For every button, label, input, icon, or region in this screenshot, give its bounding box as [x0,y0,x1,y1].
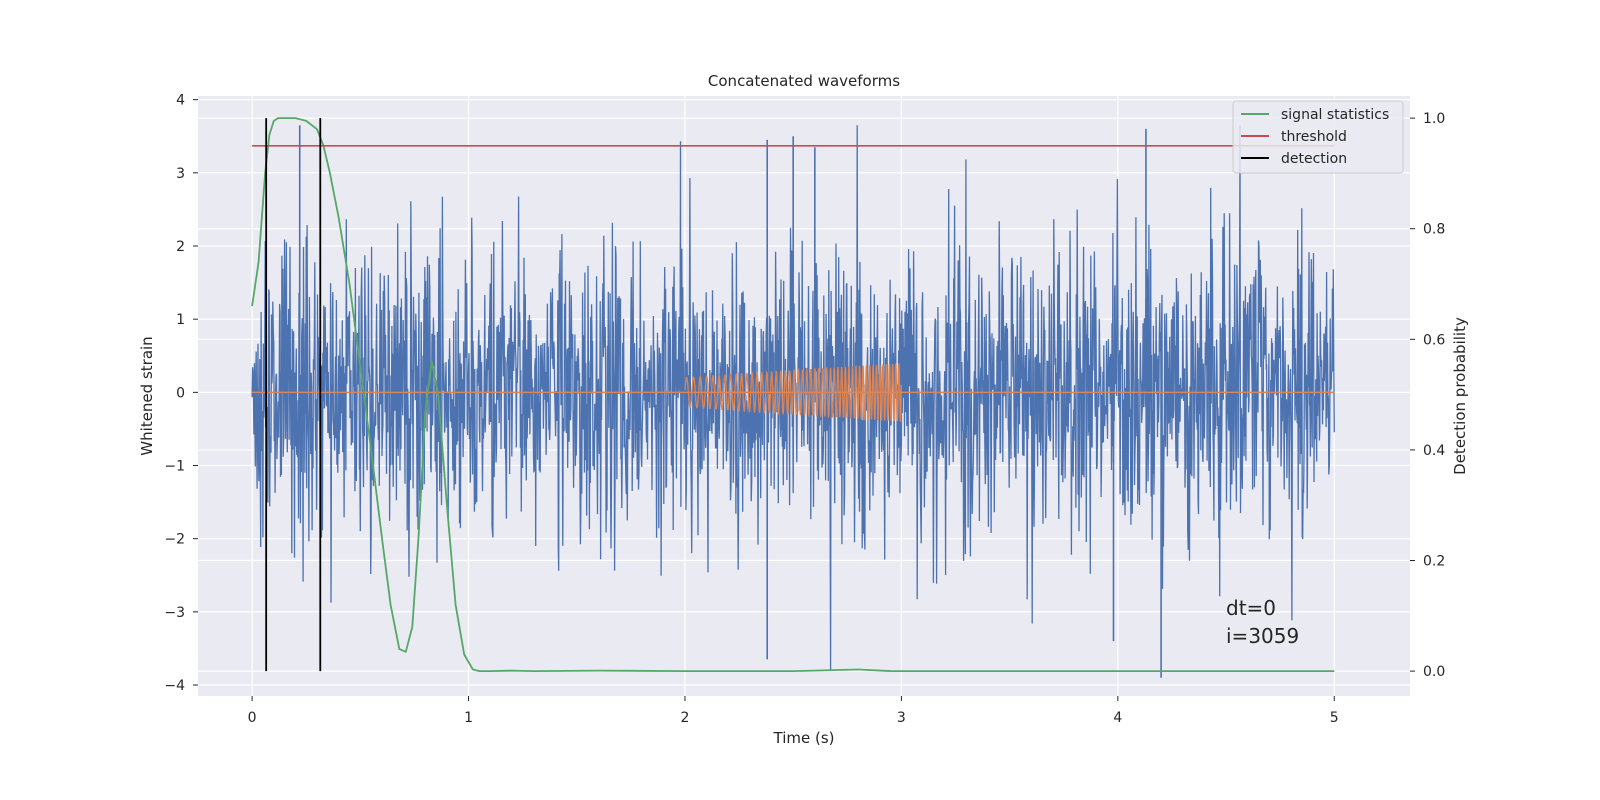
x-tick-label: 2 [681,710,690,726]
legend-box [1232,100,1404,174]
annotation-index: i=3059 [1226,624,1299,648]
annotation-dt: dt=0 [1226,596,1276,620]
legend: signal statistics threshold detection [1232,100,1404,174]
strain-noise-line [251,125,1335,670]
y2-tick-label: 0.8 [1423,222,1445,238]
signal-statistics-line [251,117,1335,672]
template-chirp-line [684,363,903,422]
y2-tick-label: 0.6 [1423,332,1445,348]
x-tick-label: 3 [897,710,906,726]
x-axis-label: Time (s) [773,729,835,747]
y-tick-label: 3 [176,166,185,182]
y-tick-label: −3 [164,605,185,621]
chart-title: Concatenated waveforms [708,72,900,90]
y2-tick-label: 0.0 [1423,664,1445,680]
y-tick-label: −1 [164,459,185,475]
y-tick-label: 2 [176,239,185,255]
x-tick-label: 5 [1330,710,1339,726]
x-tick-label: 4 [1113,710,1122,726]
y-axis-label: Whitened strain [138,336,156,455]
y-tick-label: 1 [176,312,185,328]
y2-tick-label: 1.0 [1423,111,1445,127]
y-tick-label: 4 [176,93,185,109]
y-tick-label: −2 [164,532,185,548]
y2-axis-label: Detection probability [1451,317,1469,475]
y-tick-label: −4 [164,678,185,694]
legend-label-signal-statistics: signal statistics [1281,107,1389,123]
x-tick-label: 1 [464,710,473,726]
y2-tick-label: 0.2 [1423,554,1445,570]
legend-label-threshold: threshold [1281,129,1347,145]
axes-layer: 0 1 2 3 4 5 −4 −3 −2 −1 0 1 2 3 4 0.0 0.2 0.4 0.6 0.8 1.0 [164,93,1445,726]
x-tick-label: 0 [248,710,257,726]
y-tick-label: 0 [176,385,185,401]
legend-label-detection: detection [1281,151,1347,167]
series-layer [251,117,1335,678]
y2-tick-label: 0.4 [1423,443,1445,459]
